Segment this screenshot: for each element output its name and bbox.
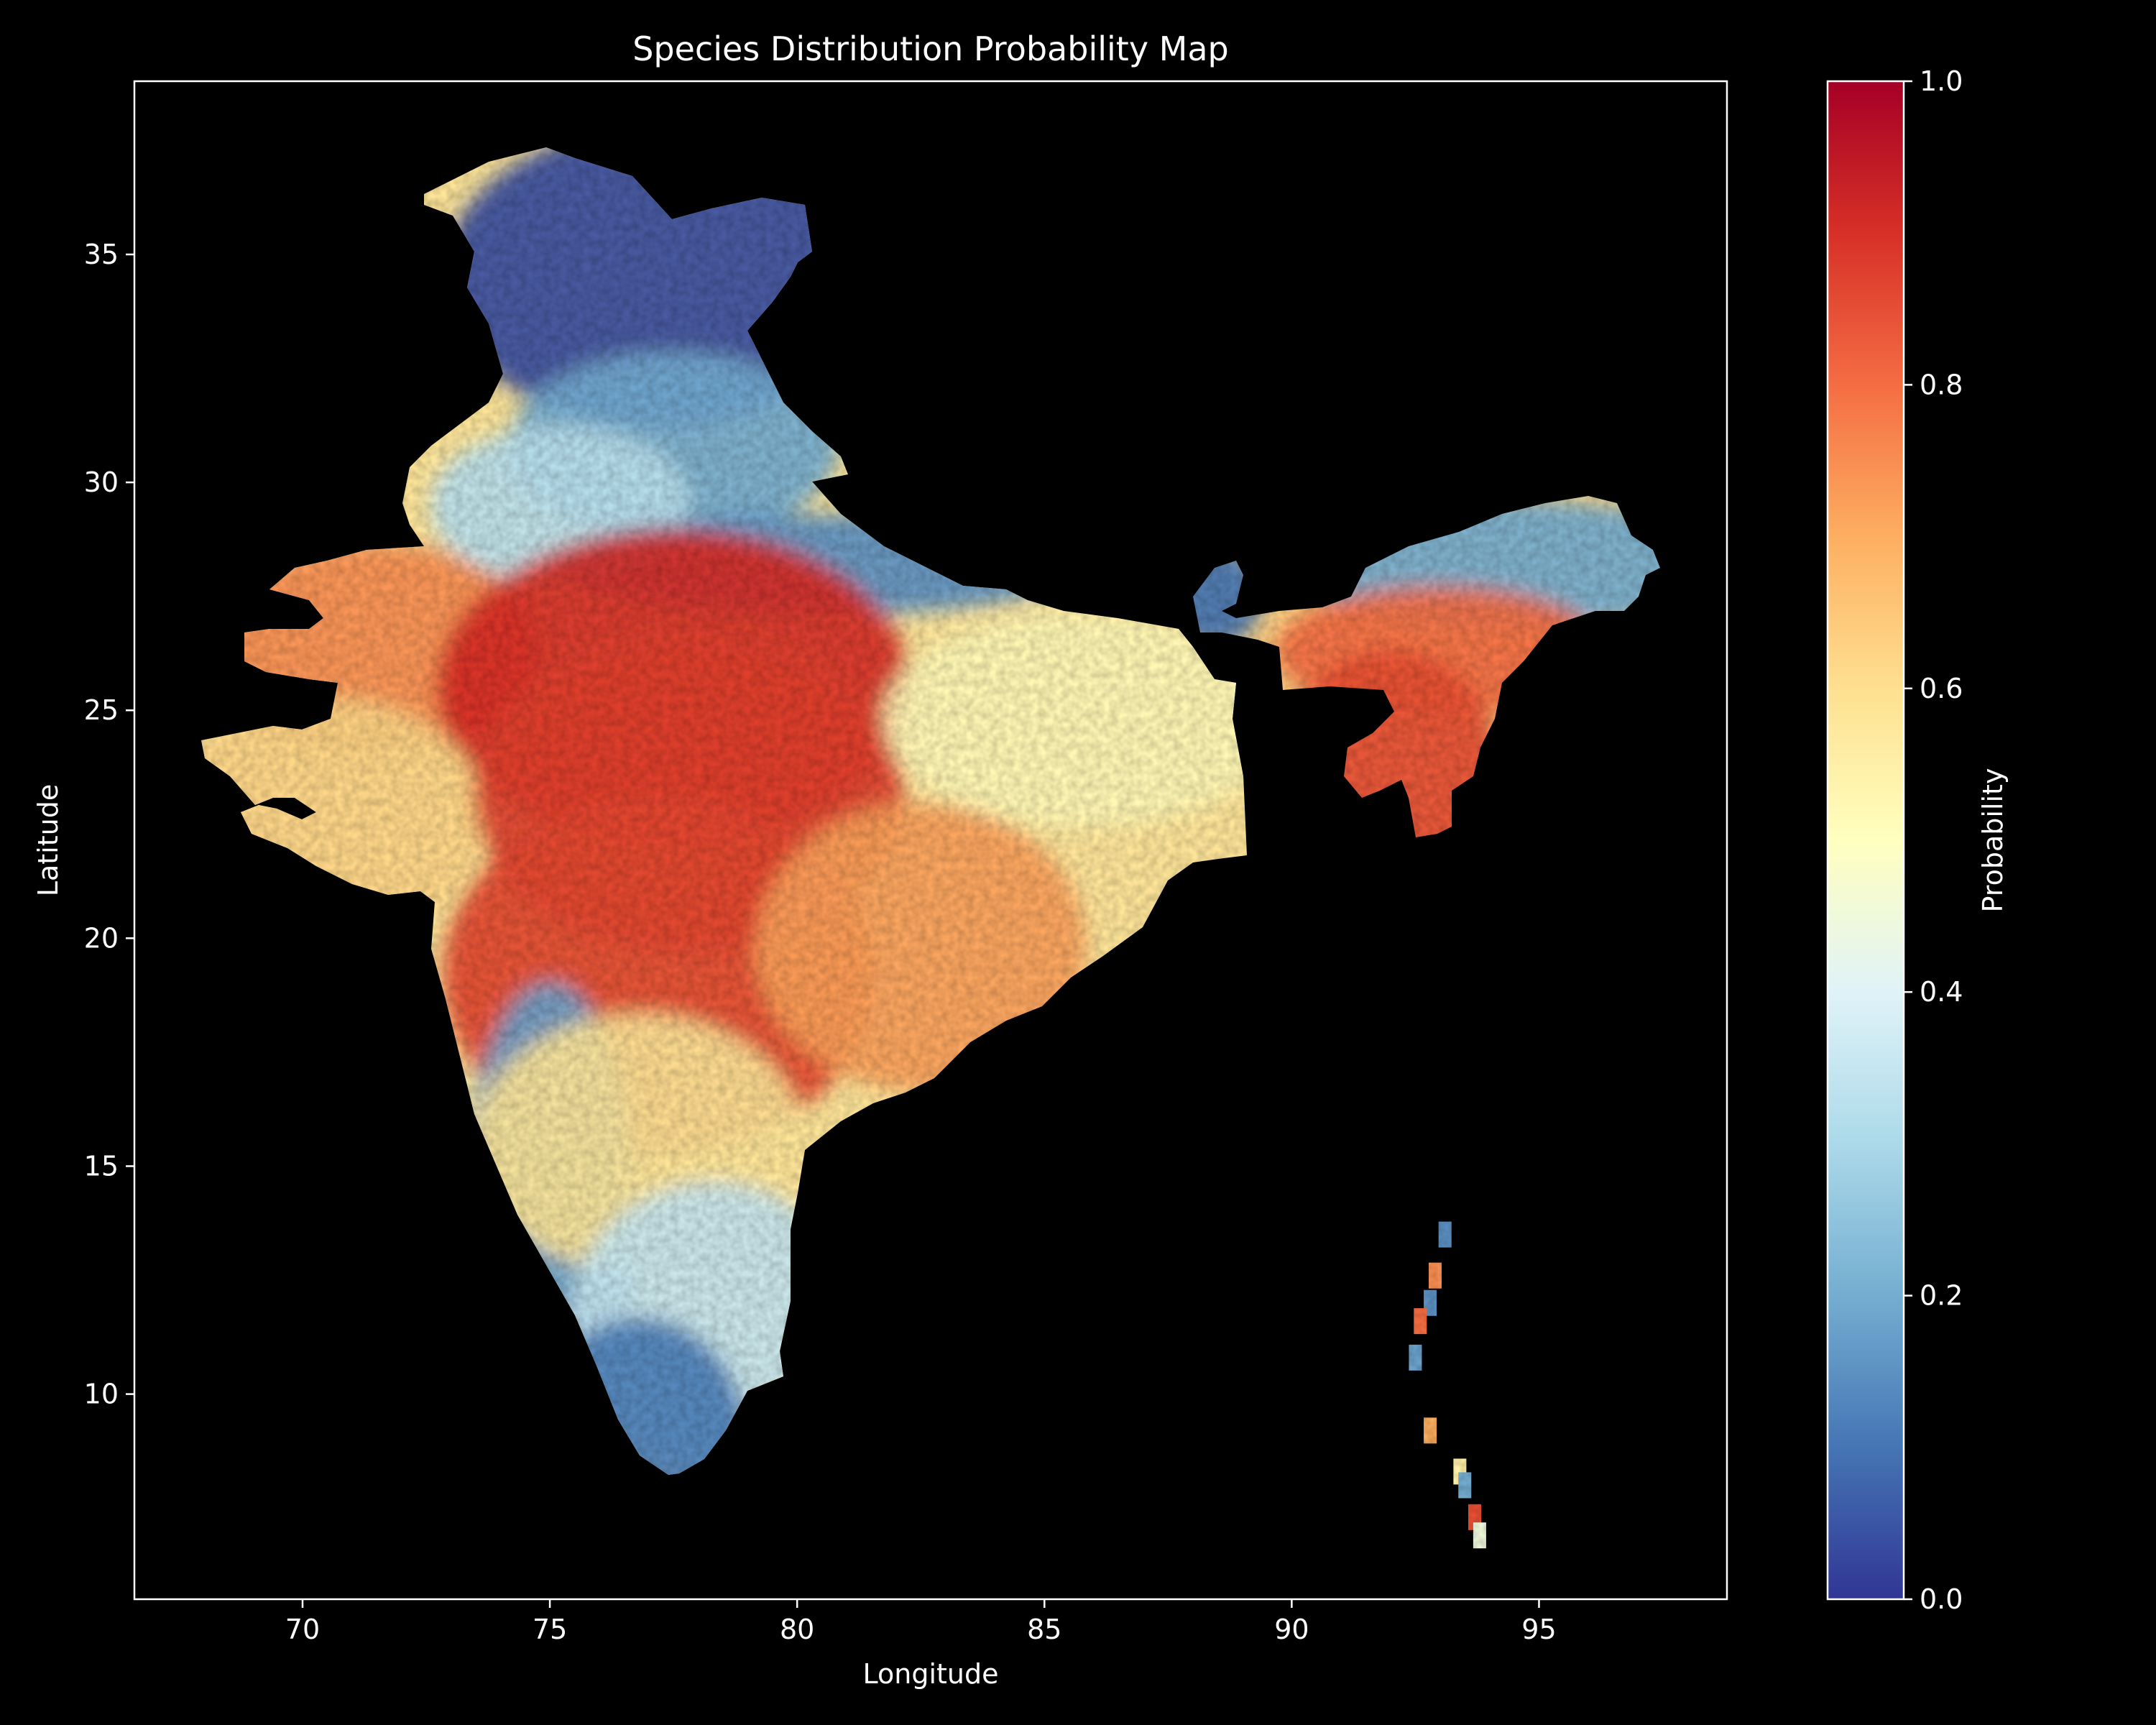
colorbar-tick-label: 0.8	[1920, 369, 1963, 400]
colorbar-tick-label: 0.6	[1920, 673, 1963, 704]
island-cell	[1414, 1308, 1427, 1335]
y-tick-label: 10	[84, 1379, 119, 1410]
colorbar-tick-label: 0.2	[1920, 1280, 1963, 1312]
y-tick-label: 35	[84, 239, 119, 270]
y-tick-label: 30	[84, 466, 119, 498]
x-tick-label: 75	[533, 1614, 567, 1645]
colorbar: 0.0 0.2 0.4 0.6 0.8 1.0 Probability	[1826, 65, 2009, 1615]
island-cell	[1438, 1221, 1452, 1248]
y-tick-label: 20	[84, 922, 119, 954]
y-axis: 10 15 20 25 30 35	[84, 239, 134, 1410]
x-tick-label: 95	[1521, 1614, 1556, 1645]
x-axis-label: Longitude	[863, 1658, 999, 1690]
colorbar-label: Probability	[1977, 768, 2009, 913]
colorbar-gradient	[1828, 81, 1904, 1599]
y-tick-label: 25	[84, 694, 119, 726]
x-tick-label: 70	[285, 1614, 320, 1645]
y-tick-label: 15	[84, 1150, 119, 1182]
x-tick-label: 85	[1027, 1614, 1061, 1645]
chart-title: Species Distribution Probability Map	[632, 29, 1229, 68]
andaman-nicobar-islands	[1409, 1221, 1486, 1549]
x-tick-label: 80	[780, 1614, 814, 1645]
island-cell	[1424, 1417, 1437, 1444]
colorbar-tick-label: 1.0	[1920, 65, 1963, 97]
region-bihar-and-bengal	[883, 611, 1247, 827]
y-axis-label: Latitude	[32, 784, 64, 896]
island-cell	[1424, 1289, 1437, 1316]
island-cell	[1458, 1472, 1472, 1499]
region-sikkim	[1193, 546, 1263, 647]
x-axis: 70 75 80 85 90 95	[285, 1599, 1557, 1645]
plot-frame	[133, 80, 1728, 1601]
x-tick-label: 90	[1274, 1614, 1309, 1645]
colorbar-frame	[1826, 80, 1905, 1601]
island-cell	[1409, 1344, 1422, 1371]
colorbar-tick-label: 0.4	[1920, 976, 1963, 1008]
colorbar-tick-label: 0.0	[1920, 1583, 1963, 1615]
island-cell	[1473, 1522, 1486, 1549]
colorbar-ticks: 0.0 0.2 0.4 0.6 0.8 1.0	[1904, 65, 1963, 1615]
island-cell	[1428, 1262, 1442, 1289]
region-odisha-and-andhra-coast	[755, 804, 1087, 1092]
plot-area	[134, 81, 1727, 1599]
